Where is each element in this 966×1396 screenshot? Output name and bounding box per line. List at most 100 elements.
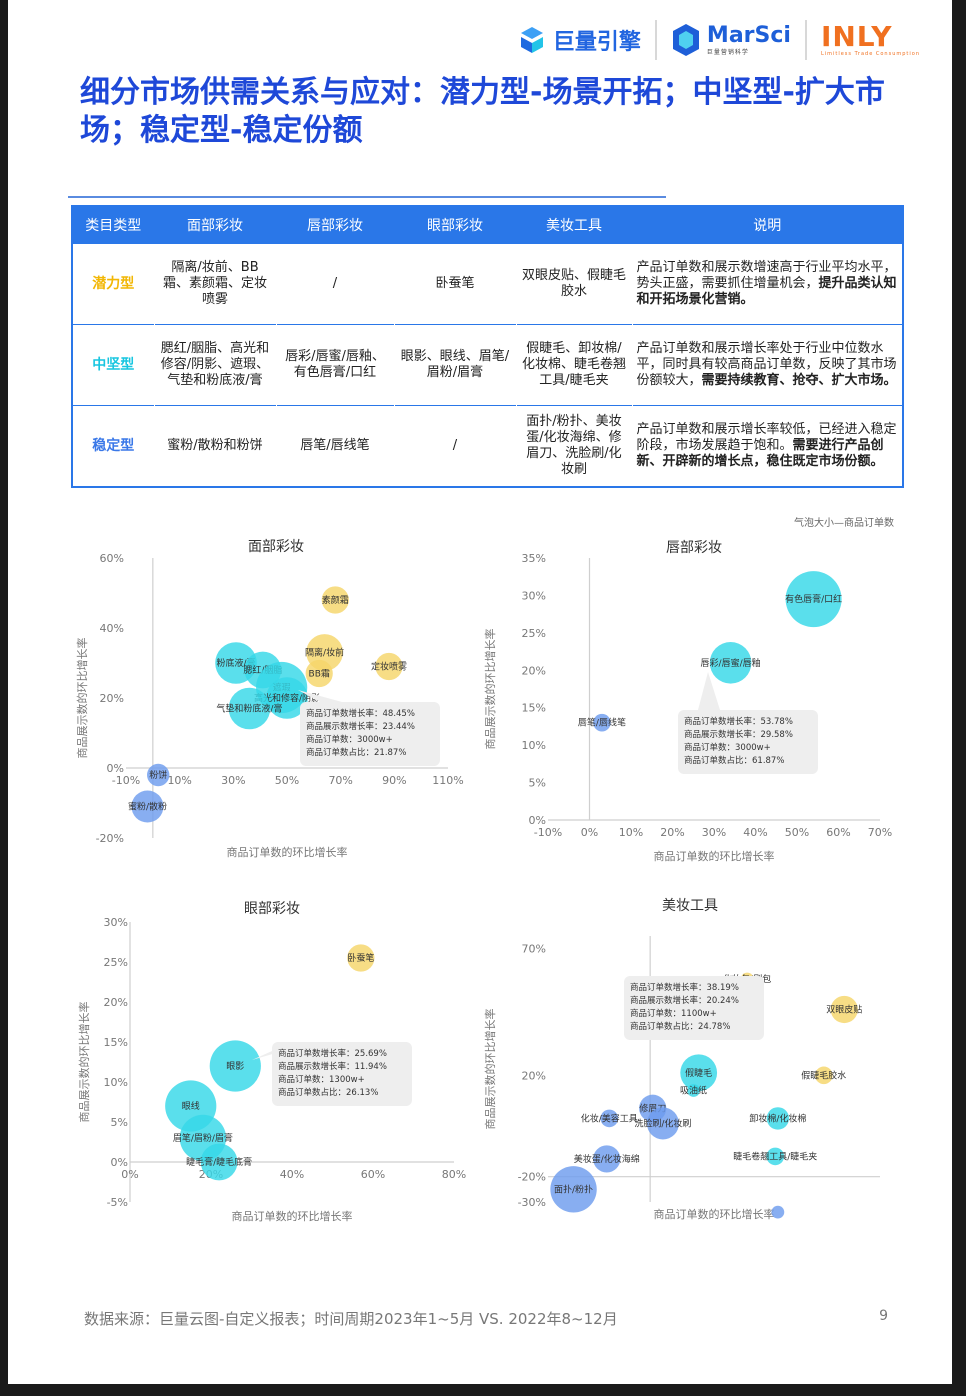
tooltip-pointer: [698, 672, 720, 710]
chart-title: 美妆工具: [662, 898, 718, 914]
bubble: [228, 687, 271, 730]
tooltip-line: 商品展示数增长率：29.58%: [684, 729, 793, 740]
table-cell: 隔离/妆前、BB霜、素颜霜、定妆喷雾: [153, 243, 276, 325]
bubble-label: 眼线: [182, 1100, 200, 1112]
bubble: [209, 1040, 261, 1092]
logo-bar: 巨量引擎 MarSci 巨量营销科学 INLY Limitless Trade …: [517, 18, 920, 62]
x-tick-label: 20%: [660, 826, 684, 839]
bubble-label: 隔离/妆前: [305, 647, 344, 659]
inly-logo-subtext: Limitless Trade Consumption: [820, 51, 920, 57]
bubble: [321, 586, 349, 614]
bubble-label: 唇笔/唇线笔: [578, 717, 626, 729]
category-type-cell: 中坚型: [71, 324, 154, 406]
y-tick-label: -5%: [107, 1196, 128, 1209]
description-cell: 产品订单数和展示数增速高于行业平均水平，势头正盛，需要抓住增量机会，提升品类认知…: [631, 243, 903, 325]
tooltip-line: 商品订单数：3000w+: [684, 742, 771, 753]
tooltip-box: [272, 1042, 412, 1106]
data-source-footer: 数据来源：巨量云图-自定义报表；时间周期2023年1~5月 VS. 2022年8…: [84, 1310, 618, 1328]
y-tick-label: 0%: [107, 762, 124, 775]
bubble: [593, 1145, 621, 1173]
x-tick-label: 10%: [619, 826, 643, 839]
tooltip-box: [624, 976, 764, 1040]
table-cell: /: [275, 243, 394, 325]
y-tick-label: 5%: [111, 1116, 128, 1129]
description-emphasis: 需要进行产品创新、开辟新的增长点，稳住既定市场份额。: [636, 438, 884, 469]
chart-title: 眼部彩妆: [244, 901, 300, 917]
bubble: [147, 763, 170, 787]
bubble: [347, 944, 375, 972]
table-cell: 面扑/粉扑、美妆蛋/化妆海绵、修眉刀、洗脸刷/化妆刷: [515, 405, 632, 487]
y-tick-label: 20%: [100, 692, 124, 705]
x-tick-label: 30%: [702, 826, 726, 839]
x-axis-label: 商品订单数的环比增长率: [654, 849, 775, 863]
marsci-logo-subtext: 巨量营销科学: [706, 48, 749, 56]
y-tick-label: 0%: [111, 1156, 128, 1169]
table-row: 中坚型 腮红/胭脂、高光和修容/阴影、遮瑕、气垫和粉底液/膏 唇彩/唇蜜/唇釉、…: [71, 324, 903, 406]
x-axis-label: 商品订单数的环比增长率: [227, 845, 348, 859]
x-tick-label: 50%: [785, 826, 809, 839]
description-text: 产品订单数和展示增长率较低，已经进入稳定阶段，市场发展趋于饱和。: [636, 422, 897, 453]
chart-title: 唇部彩妆: [666, 540, 722, 556]
table-header-cell: 说明: [631, 206, 903, 244]
logo-divider: [804, 20, 807, 60]
bubble-label: 睫毛卷翘工具/睫毛夹: [733, 1150, 817, 1162]
bubble: [200, 1143, 238, 1181]
table-cell: 唇彩/唇蜜/唇釉、有色唇膏/口红: [275, 324, 394, 406]
bubble-label: 定妆喷雾: [371, 661, 407, 673]
tooltip-line: 商品订单数增长率：25.69%: [278, 1048, 387, 1059]
y-tick-label: 15%: [104, 1036, 128, 1049]
y-tick-label: 30%: [104, 916, 128, 929]
bubble-label: 面扑/粉扑: [554, 1183, 593, 1195]
tooltip-line: 商品订单数占比：26.13%: [278, 1087, 378, 1098]
bubble-label: BB霜: [309, 669, 330, 680]
bubble-label: 化妆/美容工具: [581, 1112, 638, 1124]
x-tick-label: 10%: [167, 774, 191, 787]
table-cell: 假睫毛、卸妆棉/化妆棉、睫毛卷翘工具/睫毛夹: [515, 324, 632, 406]
table-cell: 唇笔/唇线笔: [275, 405, 394, 487]
x-tick-label: -10%: [112, 774, 140, 787]
x-tick-label: 110%: [432, 774, 463, 787]
tooltip-line: 商品展示数增长率：11.94%: [278, 1061, 387, 1072]
tooltip-line: 商品订单数占比：61.87%: [684, 755, 784, 766]
table-row: 稳定型 蜜粉/散粉和粉饼 唇笔/唇线笔 / 面扑/粉扑、美妆蛋/化妆海绵、修眉刀…: [71, 405, 903, 487]
description-cell: 产品订单数和展示增长率处于行业中位数水平，同时具有较高商品订单数，反映了其市场份…: [631, 324, 903, 406]
x-tick-label: 40%: [743, 826, 767, 839]
bubble-label: 素颜霜: [322, 594, 349, 606]
bubble: [766, 1147, 785, 1166]
chart-title: 面部彩妆: [248, 539, 304, 555]
tooltip-line: 商品订单数：1300w+: [278, 1074, 365, 1085]
table-header-cell: 眼部彩妆: [393, 206, 516, 244]
bubble-label: 假睫毛: [685, 1067, 712, 1079]
tooltip-box: [300, 702, 440, 766]
category-table: 类目类型 面部彩妆 唇部彩妆 眼部彩妆 美妆工具 说明 潜力型 隔离/妆前、BB…: [71, 205, 904, 488]
title-divider: [68, 196, 666, 198]
y-tick-label: -20%: [518, 1171, 546, 1184]
bubble: [709, 642, 752, 684]
table-cell: 卧蚕笔: [393, 243, 516, 325]
bubble-label: 蜜粉/散粉: [128, 801, 167, 813]
bubble: [550, 1166, 597, 1213]
bubble: [687, 1084, 700, 1097]
oceanengine-logo: 巨量引擎: [517, 24, 641, 56]
bubble: [785, 571, 842, 628]
x-tick-label: 70%: [868, 826, 892, 839]
table-header-row: 类目类型 面部彩妆 唇部彩妆 眼部彩妆 美妆工具 说明: [71, 206, 903, 244]
slide: 巨量引擎 MarSci 巨量营销科学 INLY Limitless Trade …: [8, 0, 952, 1384]
y-tick-label: 10%: [522, 739, 546, 752]
oceanengine-logo-text: 巨量引擎: [552, 30, 641, 55]
x-tick-label: 80%: [442, 1168, 466, 1181]
page-number: 9: [879, 1308, 888, 1324]
bubble-label: 高光和修容/阴影: [254, 692, 320, 704]
x-tick-label: 60%: [361, 1168, 385, 1181]
y-tick-label: 20%: [104, 996, 128, 1009]
bubble: [266, 677, 308, 719]
bubble-label: 睫毛膏/睫毛底膏: [186, 1156, 252, 1168]
tooltip-line: 商品订单数增长率：38.19%: [630, 982, 739, 993]
page-title: 细分市场供需关系与应对：潜力型-场景开拓；中坚型-扩大市场；稳定型-稳定份额: [80, 75, 885, 148]
marsci-logo: MarSci 巨量营销科学: [671, 23, 791, 57]
bubble-label: 假睫毛胶水: [801, 1069, 846, 1081]
bubble: [646, 1107, 679, 1140]
tooltip-line: 商品订单数增长率：53.78%: [684, 716, 793, 727]
table-header-cell: 类目类型: [71, 206, 154, 244]
bubble-label: 粉饼: [149, 769, 167, 781]
